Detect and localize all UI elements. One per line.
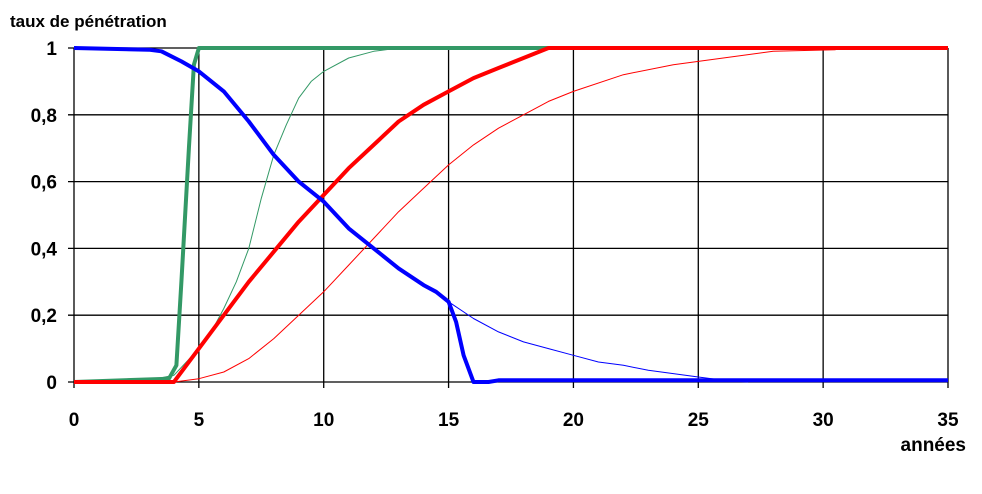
- x-tick-label: 20: [563, 410, 584, 431]
- y-tick-label: 1: [46, 39, 57, 60]
- series-line-1: [73, 46, 948, 384]
- y-tick-label: 0,2: [31, 306, 57, 327]
- series-line-4: [74, 49, 836, 383]
- series-line-5: [73, 46, 948, 384]
- y-tick-label: 0,4: [31, 239, 58, 260]
- x-tick-label: 30: [813, 410, 834, 431]
- chart-title: taux de pénétration: [10, 12, 167, 31]
- tick-labels: 00,20,40,60,810 5 10 15 20 25 30 35: [31, 39, 959, 431]
- series-line-2: [73, 47, 948, 383]
- x-tick-label: 35: [937, 410, 959, 431]
- x-tick-label: 0: [69, 410, 80, 431]
- x-tick-label: 10: [313, 410, 334, 431]
- y-tick-label: 0: [46, 373, 57, 394]
- series-line-3: [74, 46, 948, 384]
- grid: [68, 47, 949, 388]
- x-tick-label: 25: [688, 410, 710, 431]
- x-axis-label: années: [901, 435, 966, 456]
- y-tick-label: 0,6: [31, 173, 57, 194]
- y-tick-label: 0,8: [31, 106, 57, 127]
- x-tick-label: 5: [194, 410, 205, 431]
- series-line-6: [73, 47, 749, 383]
- x-tick-label: 15: [438, 410, 460, 431]
- series-lines: [73, 46, 948, 384]
